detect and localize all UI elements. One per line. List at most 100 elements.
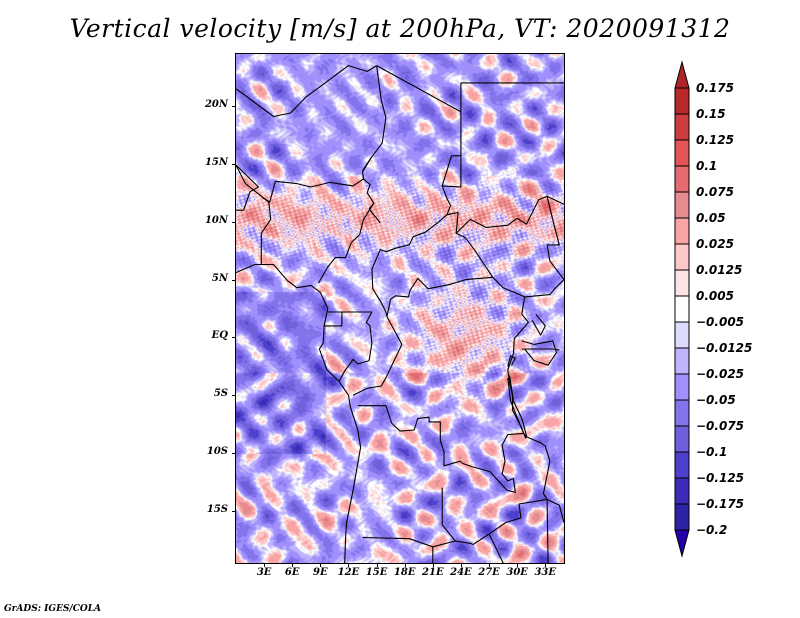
- colorbar-swatch: [674, 191, 690, 219]
- country-border-line: [352, 316, 403, 396]
- colorbar-swatch: [674, 87, 690, 115]
- vertical-velocity-field: [236, 54, 564, 563]
- colorbar: [674, 60, 690, 558]
- colorbar-swatch: [674, 321, 690, 349]
- lon-tick: [545, 563, 547, 567]
- country-border-line: [368, 202, 381, 224]
- lon-tick-label: 33E: [534, 567, 557, 578]
- colorbar-swatch: [674, 243, 690, 271]
- colorbar-label: −0.2: [696, 523, 728, 537]
- lon-tick-label: 21E: [422, 567, 444, 578]
- country-border-line: [235, 65, 377, 118]
- lat-tick: [232, 510, 236, 512]
- lat-tick-label: 5N: [211, 272, 228, 284]
- colorbar-label: −0.005: [696, 315, 745, 329]
- colorbar-label: 0.005: [696, 289, 734, 303]
- colorbar-label: −0.1: [696, 445, 728, 459]
- lon-tick-label: 9E: [313, 567, 328, 578]
- country-border-line: [386, 211, 494, 317]
- colorbar-label: 0.1: [696, 159, 718, 173]
- colorbar-swatch: [674, 217, 690, 245]
- country-border-line: [546, 195, 565, 205]
- lon-tick-label: 12E: [337, 567, 360, 578]
- country-border-line: [361, 65, 387, 179]
- country-border-line: [235, 164, 260, 211]
- lon-tick: [432, 563, 434, 567]
- lat-tick-label: 10S: [206, 446, 228, 458]
- lon-tick-label: 24E: [450, 567, 472, 578]
- lon-tick: [489, 563, 491, 567]
- country-border-line: [546, 498, 565, 523]
- lat-tick: [232, 106, 236, 108]
- colorbar-label: −0.075: [696, 419, 745, 433]
- colorbar-swatch: [674, 399, 690, 427]
- country-border-line: [324, 311, 343, 327]
- map-title: Vertical velocity [m/s] at 200hPa, VT: 2…: [69, 14, 731, 43]
- country-border-line: [472, 433, 551, 545]
- colorbar-swatch: [674, 373, 690, 401]
- lon-tick-label: 30E: [506, 567, 528, 578]
- colorbar-label: 0.15: [696, 107, 726, 121]
- lon-tick-label: 3E: [256, 567, 272, 578]
- colorbar-swatch: [674, 425, 690, 453]
- country-border-line: [546, 499, 549, 564]
- lon-tick: [264, 563, 266, 567]
- lon-tick-label: 18E: [393, 567, 416, 578]
- lat-tick: [232, 279, 236, 281]
- country-border-line: [521, 340, 558, 366]
- lon-tick: [348, 563, 350, 567]
- country-border-line: [235, 164, 272, 265]
- country-borders: [235, 65, 565, 564]
- colorbar-swatch: [674, 295, 690, 323]
- country-border-line: [455, 195, 565, 280]
- country-border-line: [524, 279, 565, 298]
- colorbar-swatch: [674, 503, 690, 531]
- lat-tick: [232, 337, 236, 339]
- country-border-line: [371, 65, 462, 317]
- lon-tick: [376, 563, 378, 567]
- colorbar-label: 0.05: [696, 211, 726, 225]
- colorbar-swatch: [674, 139, 690, 167]
- colorbar-label: −0.0125: [696, 341, 753, 355]
- lon-tick: [517, 563, 519, 567]
- lon-tick: [460, 563, 462, 567]
- country-border-line: [531, 313, 546, 336]
- lon-tick: [320, 563, 322, 567]
- colorbar-label: 0.125: [696, 133, 734, 147]
- colorbar-label: 0.175: [696, 81, 734, 95]
- colorbar-label: 0.0125: [696, 263, 743, 277]
- country-border-line: [362, 536, 456, 548]
- lon-tick: [292, 563, 294, 567]
- colorbar-min-arrow: [674, 529, 690, 558]
- lat-tick-label: 15S: [206, 503, 228, 515]
- colorbar-swatch: [674, 113, 690, 141]
- colorbar-label: 0.075: [696, 185, 734, 199]
- country-border-line: [235, 263, 362, 564]
- country-border-line: [338, 311, 373, 382]
- country-border-line: [261, 178, 375, 284]
- lat-tick-label: 15N: [204, 156, 228, 168]
- colorbar-label: −0.175: [696, 497, 745, 511]
- colorbar-swatch: [674, 451, 690, 479]
- lon-tick-label: 6E: [284, 567, 300, 578]
- map-frame-border: [235, 53, 565, 564]
- lon-tick-label: 27E: [478, 567, 500, 578]
- colorbar-label: −0.125: [696, 471, 745, 485]
- country-border-line: [492, 276, 529, 434]
- colorbar-swatch: [674, 269, 690, 297]
- lat-tick: [232, 453, 236, 455]
- country-border-line: [521, 348, 560, 351]
- lat-tick-label: EQ: [211, 330, 228, 342]
- country-border-line: [507, 375, 528, 439]
- country-border-line: [357, 405, 524, 493]
- country-border-line: [488, 533, 504, 564]
- country-border-line: [507, 355, 516, 367]
- colorbar-swatch: [674, 477, 690, 505]
- lat-tick: [232, 221, 236, 223]
- lon-tick: [404, 563, 406, 567]
- map-panel: [235, 53, 565, 564]
- colorbar-label: −0.025: [696, 367, 745, 381]
- country-border-line: [362, 157, 372, 172]
- colorbar-swatch: [674, 347, 690, 375]
- colorbar-label: −0.05: [696, 393, 736, 407]
